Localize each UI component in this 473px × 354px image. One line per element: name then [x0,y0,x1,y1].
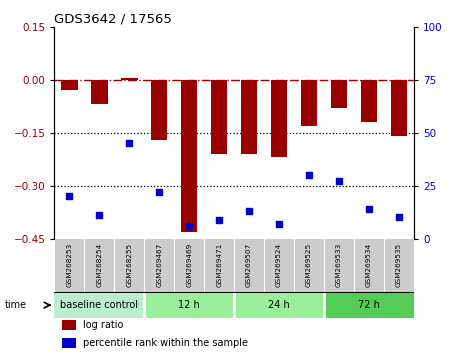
Bar [234,293,324,318]
Text: GSM269471: GSM269471 [216,243,222,287]
Point [305,172,313,178]
Point [125,141,133,146]
Bar [181,80,197,232]
Point [365,206,373,212]
Bar [211,80,228,154]
Text: time: time [5,300,27,310]
Point [395,215,403,220]
Point [156,189,163,195]
Bar [151,80,167,140]
Bar [91,80,107,104]
Text: GSM269533: GSM269533 [336,243,342,287]
Bar [61,320,76,330]
Bar [324,293,414,318]
Text: GSM269507: GSM269507 [246,243,252,287]
Text: 72 h: 72 h [358,300,380,310]
Bar [331,80,347,108]
Text: GDS3642 / 17565: GDS3642 / 17565 [54,12,172,25]
Point [275,221,283,227]
Text: GSM268255: GSM268255 [126,243,132,287]
Text: GSM269535: GSM269535 [396,243,402,287]
Bar [54,293,144,318]
Point [245,208,253,214]
Text: 12 h: 12 h [178,300,200,310]
Point [215,217,223,222]
Text: GSM268253: GSM268253 [66,243,72,287]
Text: GSM269467: GSM269467 [156,243,162,287]
Text: GSM269524: GSM269524 [276,243,282,287]
Text: GSM269525: GSM269525 [306,243,312,287]
Text: GSM268254: GSM268254 [96,243,102,287]
Bar [391,80,407,136]
Text: 24 h: 24 h [268,300,290,310]
Bar [61,80,78,90]
Text: GSM269469: GSM269469 [186,243,192,287]
Point [66,193,73,199]
Point [335,178,343,184]
Bar [241,80,257,154]
Bar [361,80,377,122]
Bar [301,80,317,126]
Bar [144,293,234,318]
Text: GSM269534: GSM269534 [366,243,372,287]
Bar [61,338,76,348]
Bar [121,78,138,80]
Text: baseline control: baseline control [61,300,138,310]
Text: log ratio: log ratio [83,320,123,330]
Point [185,223,193,229]
Point [96,212,103,218]
Bar [271,80,287,157]
Text: percentile rank within the sample: percentile rank within the sample [83,338,248,348]
